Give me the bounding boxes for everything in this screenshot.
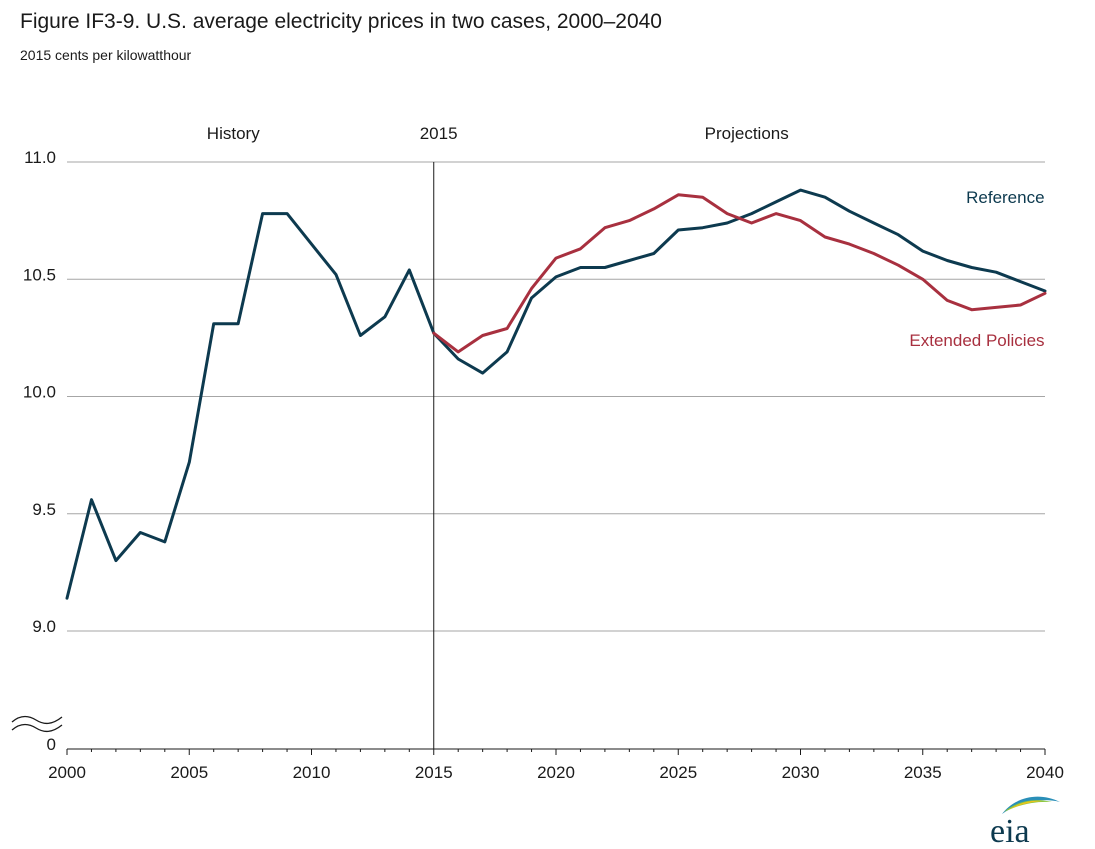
x-axis-labels: 2000 2005 2010 2015 2020 2025 2030 2035 2040 bbox=[48, 763, 1064, 782]
region-label: History bbox=[207, 124, 260, 143]
series-lines bbox=[65, 188, 1047, 600]
region-labels: History 2015 Projections bbox=[207, 124, 789, 143]
grid-lines bbox=[67, 161, 1045, 632]
y-tick-label: 10.5 bbox=[23, 265, 56, 284]
series-label-reference: Reference bbox=[966, 188, 1044, 207]
x-axis bbox=[66, 748, 1046, 755]
y-axis-labels: 9.0 9.5 10.0 10.5 11.0 bbox=[23, 148, 56, 636]
x-tick-label: 2015 bbox=[415, 763, 453, 782]
series-labels: Reference Extended Policies bbox=[909, 188, 1044, 350]
y-tick-label: 10.0 bbox=[23, 383, 56, 402]
y-tick-label: 9.0 bbox=[32, 617, 56, 636]
region-label: Projections bbox=[705, 124, 789, 143]
x-tick-label: 2010 bbox=[293, 763, 331, 782]
chart-title: Figure IF3-9. U.S. average electricity p… bbox=[20, 10, 662, 33]
region-label: 2015 bbox=[420, 124, 458, 143]
x-tick-label: 2030 bbox=[782, 763, 820, 782]
eia-logo: eia bbox=[990, 796, 1060, 846]
x-tick-label: 2025 bbox=[659, 763, 697, 782]
chart-subtitle: 2015 cents per kilowatthour bbox=[20, 47, 192, 63]
axis-break-icon bbox=[11, 715, 63, 733]
y-tick-label-zero: 0 bbox=[47, 735, 56, 754]
series-line-extended-policies bbox=[432, 193, 1047, 354]
eia-logo-text: eia bbox=[990, 813, 1030, 846]
x-tick-label: 2020 bbox=[537, 763, 575, 782]
x-tick-label: 2005 bbox=[170, 763, 208, 782]
y-tick-label: 9.5 bbox=[32, 500, 56, 519]
y-tick-label: 11.0 bbox=[24, 148, 56, 167]
x-tick-label: 2035 bbox=[904, 763, 942, 782]
x-tick-label: 2040 bbox=[1026, 763, 1064, 782]
series-line-reference bbox=[65, 188, 1047, 600]
x-tick-label: 2000 bbox=[48, 763, 86, 782]
series-label-extended-policies: Extended Policies bbox=[909, 331, 1044, 350]
